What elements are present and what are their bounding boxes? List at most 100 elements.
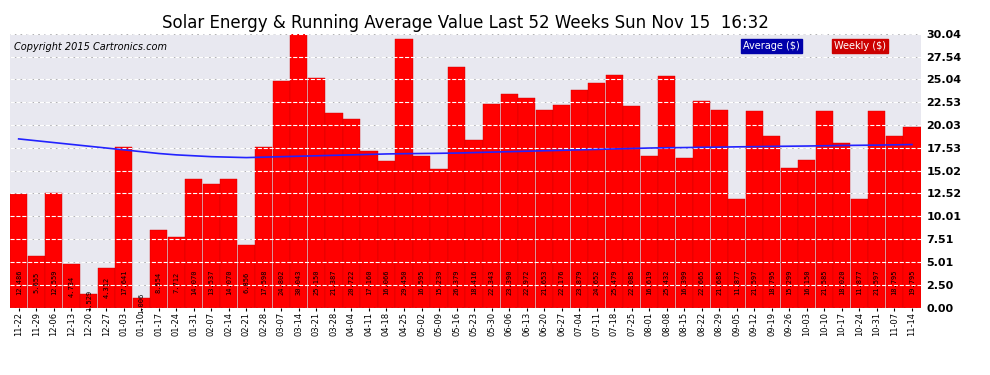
Text: 21.597: 21.597 [751, 269, 757, 295]
Bar [886, 136, 903, 308]
Bar [745, 111, 763, 308]
Bar [133, 298, 149, 307]
Bar [536, 110, 552, 308]
Text: 13.537: 13.537 [208, 269, 214, 295]
Bar [850, 199, 868, 308]
Title: Solar Energy & Running Average Value Last 52 Weeks Sun Nov 15  16:32: Solar Energy & Running Average Value Las… [161, 14, 769, 32]
Text: 15.299: 15.299 [786, 269, 792, 295]
Text: 14.070: 14.070 [226, 269, 232, 295]
Text: Weekly ($): Weekly ($) [835, 40, 886, 51]
Text: 24.802: 24.802 [278, 269, 284, 295]
Bar [413, 156, 430, 308]
Bar [10, 194, 28, 308]
Bar [868, 111, 885, 308]
Bar [606, 75, 623, 308]
Bar [360, 151, 377, 308]
Bar [46, 193, 62, 308]
Bar [220, 179, 238, 308]
Text: 4.734: 4.734 [68, 275, 74, 297]
Text: 22.176: 22.176 [558, 269, 564, 295]
Bar [798, 160, 816, 308]
Bar [378, 161, 395, 308]
Text: 19.795: 19.795 [909, 269, 915, 295]
Text: 24.652: 24.652 [594, 269, 600, 295]
Text: 25.479: 25.479 [611, 269, 617, 295]
Text: 18.416: 18.416 [471, 269, 477, 295]
Bar [395, 39, 413, 308]
Text: 23.390: 23.390 [506, 269, 512, 295]
Text: 29.450: 29.450 [401, 269, 407, 295]
Text: 16.150: 16.150 [804, 269, 810, 295]
Text: Copyright 2015 Cartronics.com: Copyright 2015 Cartronics.com [15, 42, 167, 52]
Bar [203, 184, 220, 308]
Bar [28, 256, 45, 307]
Bar [711, 110, 728, 308]
Bar [501, 94, 518, 308]
Bar [150, 230, 167, 308]
Text: 21.685: 21.685 [717, 269, 723, 295]
Text: 25.432: 25.432 [663, 269, 669, 295]
Text: 17.160: 17.160 [366, 269, 372, 295]
Bar [816, 111, 833, 308]
Text: 20.722: 20.722 [348, 269, 354, 295]
Text: 11.877: 11.877 [734, 269, 740, 295]
Bar [80, 294, 97, 308]
Bar [308, 78, 325, 308]
Bar [675, 158, 693, 308]
Bar [729, 199, 745, 308]
Bar [518, 98, 536, 308]
Bar [903, 127, 921, 308]
Text: 6.856: 6.856 [244, 272, 249, 292]
Bar [465, 140, 483, 308]
Text: 21.585: 21.585 [822, 269, 828, 295]
Text: 17.641: 17.641 [121, 269, 127, 295]
Text: 30.043: 30.043 [296, 269, 302, 295]
Text: 21.597: 21.597 [874, 269, 880, 295]
Text: 23.879: 23.879 [576, 269, 582, 295]
Text: 17.598: 17.598 [261, 269, 267, 295]
Text: 12.486: 12.486 [16, 269, 22, 295]
Bar [431, 169, 447, 308]
Bar [326, 112, 343, 308]
Bar [185, 179, 202, 308]
Text: Average ($): Average ($) [743, 40, 800, 51]
Bar [447, 67, 465, 308]
Bar [115, 147, 133, 308]
Text: 16.399: 16.399 [681, 269, 687, 295]
Text: 18.795: 18.795 [891, 269, 897, 295]
Bar [834, 143, 850, 308]
Text: 21.387: 21.387 [331, 269, 337, 295]
Bar [98, 268, 115, 308]
Bar [290, 34, 308, 308]
Bar [238, 245, 255, 308]
Bar [763, 136, 780, 308]
Text: 16.066: 16.066 [383, 269, 389, 295]
Bar [623, 106, 641, 307]
Bar [255, 147, 272, 308]
Bar [483, 104, 500, 308]
Text: 1.529: 1.529 [86, 290, 92, 311]
Text: 8.554: 8.554 [155, 272, 161, 292]
Text: 25.150: 25.150 [314, 269, 320, 295]
Text: 16.619: 16.619 [646, 269, 652, 295]
Bar [273, 81, 290, 308]
Bar [62, 264, 80, 308]
Text: 18.020: 18.020 [839, 269, 844, 295]
Text: 4.312: 4.312 [103, 277, 109, 298]
Text: 26.379: 26.379 [453, 269, 459, 295]
Text: 16.595: 16.595 [419, 269, 425, 295]
Text: 22.343: 22.343 [489, 269, 495, 295]
Text: 21.653: 21.653 [542, 269, 547, 295]
Text: 22.665: 22.665 [699, 269, 705, 295]
Text: 22.972: 22.972 [524, 269, 530, 295]
Bar [570, 90, 588, 308]
Bar [781, 168, 798, 308]
Bar [641, 156, 657, 308]
Text: 15.239: 15.239 [436, 269, 442, 295]
Bar [343, 118, 360, 308]
Bar [693, 101, 711, 308]
Text: 11.877: 11.877 [856, 269, 862, 295]
Text: 12.559: 12.559 [50, 269, 56, 295]
Bar [658, 76, 675, 307]
Text: 7.712: 7.712 [173, 272, 179, 292]
